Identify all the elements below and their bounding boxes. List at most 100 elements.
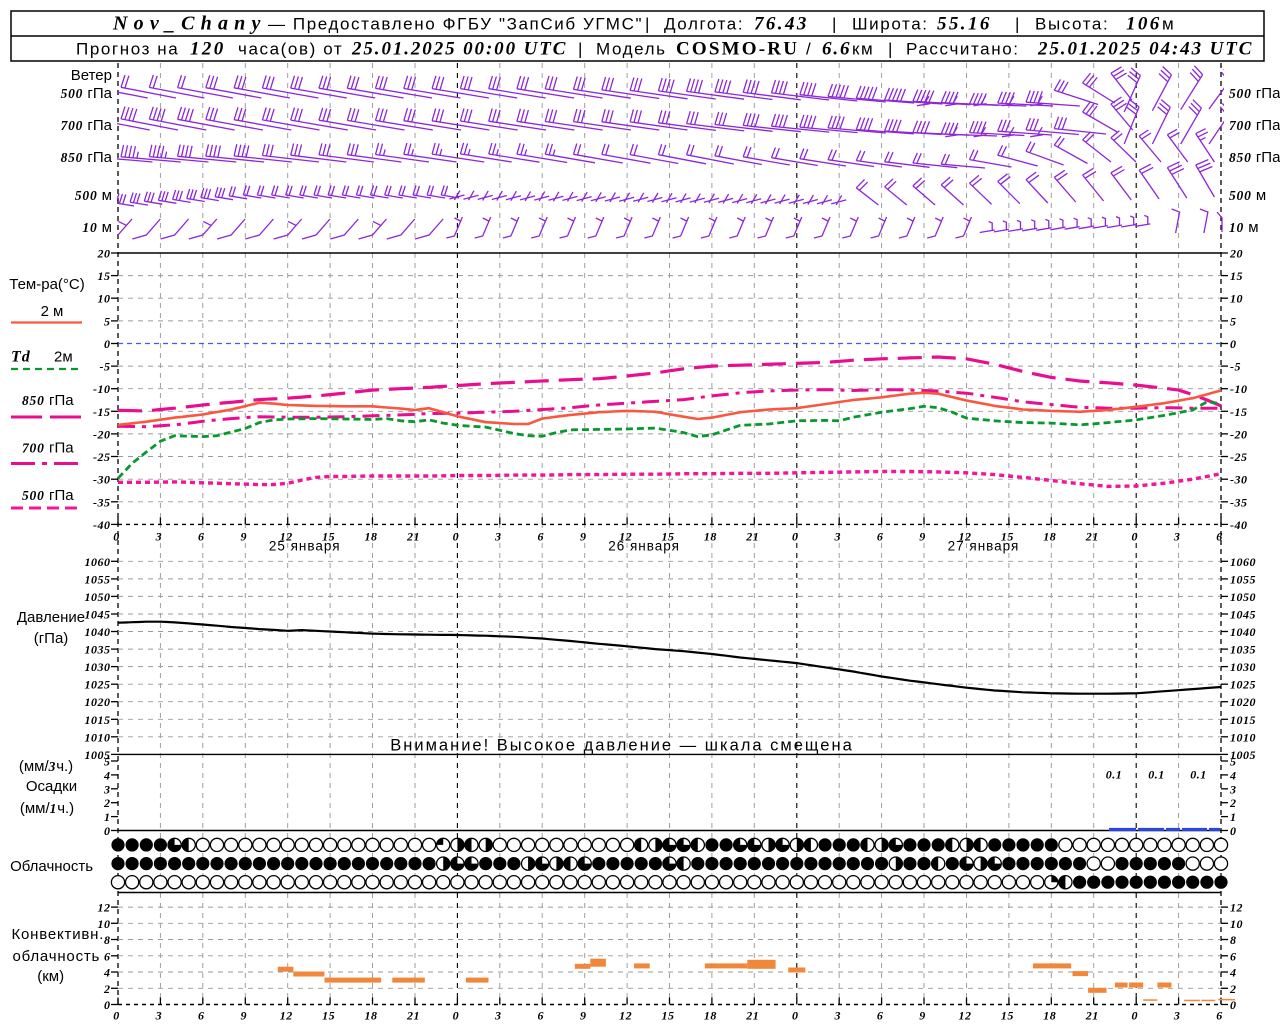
svg-text:0: 0 [104,824,111,838]
svg-text:1010: 1010 [1230,730,1256,744]
svg-text:6: 6 [1216,1009,1223,1023]
svg-text:-5: -5 [100,360,111,374]
svg-text:5: 5 [104,314,111,328]
svg-text:1025: 1025 [1230,678,1256,692]
svg-text:0.1: 0.1 [1190,768,1207,782]
svg-text:Долгота:: Долгота: [664,15,744,34]
svg-text:Рассчитано:: Рассчитано: [906,40,1020,59]
svg-text:21: 21 [745,529,759,543]
svg-text:-10: -10 [1230,382,1248,396]
svg-text:850 гПа: 850 гПа [1229,149,1280,166]
svg-text:0: 0 [1230,824,1237,838]
svg-text:12: 12 [959,1009,972,1023]
svg-text:1020: 1020 [1230,695,1256,709]
svg-text:6: 6 [877,1009,884,1023]
svg-text:1060: 1060 [85,555,111,569]
svg-text:0: 0 [792,1009,799,1023]
svg-text:500: 500 [22,488,45,503]
svg-text:|: | [645,15,651,34]
svg-text:-40: -40 [1230,518,1248,532]
svg-text:6.6: 6.6 [822,39,851,60]
svg-text:10: 10 [1230,917,1243,931]
svg-text:Облачность: Облачность [10,858,93,875]
svg-text:1005: 1005 [1230,748,1256,762]
svg-text:|: | [832,15,838,34]
svg-text:Модель: Модель [596,40,667,59]
svg-text:(км): (км) [37,968,64,985]
svg-text:9: 9 [919,1009,926,1023]
svg-text:2: 2 [1229,796,1237,810]
svg-text:0: 0 [113,1009,120,1023]
svg-text:(мм/1ч.): (мм/1ч.) [20,800,74,817]
svg-text:1050: 1050 [1230,590,1256,604]
svg-text:500 м: 500 м [1229,187,1266,204]
svg-text:км: км [852,40,874,59]
svg-text:850 гПа: 850 гПа [61,149,113,166]
svg-text:1: 1 [1230,810,1237,824]
svg-text:27 января: 27 января [948,538,1020,553]
svg-text:1055: 1055 [1230,572,1256,586]
svg-text:|: | [578,40,584,59]
svg-text:1055: 1055 [85,572,111,586]
svg-text:1030: 1030 [85,660,111,674]
svg-text:4: 4 [1229,966,1237,980]
svg-text:500 гПа: 500 гПа [1229,85,1280,102]
svg-text:15: 15 [662,529,675,543]
svg-text:облачность: облачность [13,948,101,965]
svg-text:-30: -30 [93,473,111,487]
svg-text:Высота:: Высота: [1035,15,1109,34]
svg-text:-25: -25 [93,450,111,464]
svg-text:850: 850 [22,393,45,408]
svg-text:-30: -30 [1230,473,1248,487]
svg-text:3: 3 [494,1009,502,1023]
svg-text:-35: -35 [93,495,111,509]
svg-text:-15: -15 [93,405,111,419]
svg-text:15: 15 [1230,269,1243,283]
svg-text:18: 18 [1043,1009,1056,1023]
svg-text:5: 5 [104,755,111,769]
svg-text:гПа: гПа [49,440,74,457]
svg-text:26 января: 26 января [608,538,680,553]
svg-text:Td: Td [11,349,31,366]
svg-text:9: 9 [580,529,587,543]
svg-text:15: 15 [1001,529,1014,543]
svg-text:1035: 1035 [1230,643,1256,657]
svg-text:21: 21 [1085,529,1099,543]
svg-text:106: 106 [1126,14,1162,35]
svg-text:0: 0 [113,529,120,543]
svg-text:COSMO-RU: COSMO-RU [676,39,799,60]
svg-text:|: | [888,40,894,59]
svg-text:10: 10 [1230,292,1243,306]
svg-text:1015: 1015 [85,713,111,727]
svg-text:Прогноз на: Прогноз на [76,40,179,59]
svg-text:4: 4 [1229,768,1237,782]
svg-text:0: 0 [104,998,111,1012]
svg-text:15: 15 [322,1009,335,1023]
svg-text:1035: 1035 [85,643,111,657]
svg-text:3: 3 [155,1009,163,1023]
svg-text:/: / [806,40,812,59]
svg-text:6: 6 [104,949,111,963]
svg-text:1010: 1010 [85,730,111,744]
svg-text:10: 10 [98,917,111,931]
svg-text:-40: -40 [93,518,111,532]
svg-text:1045: 1045 [1230,608,1256,622]
svg-text:— Предоставлено ФГБУ "ЗапСиб У: — Предоставлено ФГБУ "ЗапСиб УГМС" [268,15,643,34]
svg-text:12: 12 [1230,901,1243,915]
svg-text:1030: 1030 [1230,660,1256,674]
svg-text:6: 6 [1216,529,1223,543]
svg-text:Внимание! Высокое давление — ш: Внимание! Высокое давление — шкала смеще… [390,737,854,755]
svg-text:-20: -20 [1230,427,1248,441]
svg-text:500 м: 500 м [75,187,112,204]
svg-text:12: 12 [619,1009,632,1023]
svg-text:18: 18 [365,1009,378,1023]
svg-text:700: 700 [22,441,45,456]
svg-text:0: 0 [453,529,460,543]
svg-text:-10: -10 [93,382,111,396]
svg-text:0: 0 [1131,1009,1138,1023]
svg-text:6: 6 [1230,949,1237,963]
svg-text:Конвективн.: Конвективн. [12,926,105,943]
svg-text:4: 4 [103,768,111,782]
svg-text:21: 21 [406,529,420,543]
svg-text:10: 10 [98,292,111,306]
